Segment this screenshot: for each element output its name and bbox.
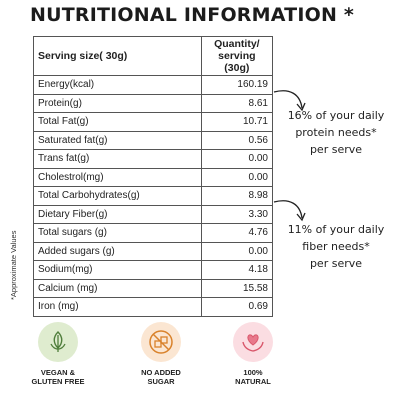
table-row: Total Carbohydrates(g) 8.98 xyxy=(33,186,274,206)
nutrient-label: Total sugars (g) xyxy=(33,223,202,243)
fiber-callout-line2: fiber needs* xyxy=(302,240,370,253)
sugar-badge-line2: SUGAR xyxy=(147,377,175,386)
natural-badge: 100% NATURAL xyxy=(213,322,293,386)
vegan-gluten-free-badge: VEGAN & GLUTEN FREE xyxy=(18,322,98,386)
nutrient-value: 4.76 xyxy=(200,223,274,243)
nutrient-label: Total Carbohydrates(g) xyxy=(33,186,202,206)
table-row: Calcium (mg) 15.58 xyxy=(33,278,274,298)
nutrient-value: 0.00 xyxy=(200,149,274,169)
nutrient-value: 0.00 xyxy=(200,167,274,187)
nutrient-value: 3.30 xyxy=(200,204,274,224)
nutrient-value: 160.19 xyxy=(200,75,274,95)
nutrient-label: Protein(g) xyxy=(33,93,202,113)
protein-callout: 16% of your daily protein needs* per ser… xyxy=(276,107,396,158)
table-row: Trans fat(g) 0.00 xyxy=(33,149,274,169)
quantity-header: Quantity/ serving (30g) xyxy=(200,36,274,76)
protein-callout-line1: 16% of your daily xyxy=(287,109,385,122)
table-row: Total Fat(g) 10.71 xyxy=(33,112,274,132)
nutrient-value: 0.00 xyxy=(200,241,274,261)
fiber-callout: 11% of your daily fiber needs* per serve xyxy=(276,221,396,272)
fiber-callout-line3: per serve xyxy=(309,257,363,270)
nutrient-value: 10.71 xyxy=(200,112,274,132)
table-row: Energy(kcal) 160.19 xyxy=(33,75,274,95)
nutrient-value: 0.69 xyxy=(200,297,274,317)
table-row: Cholestrol(mg) 0.00 xyxy=(33,167,274,187)
quantity-header-line1: Quantity/ xyxy=(214,38,260,50)
natural-badge-line2: NATURAL xyxy=(235,377,271,386)
nutrient-label: Trans fat(g) xyxy=(33,149,202,169)
protein-callout-line2: protein needs* xyxy=(295,126,377,139)
fiber-callout-line1: 11% of your daily xyxy=(287,223,385,236)
protein-callout-line3: per serve xyxy=(309,143,363,156)
protein-arrow-icon xyxy=(273,90,306,112)
nutrient-label: Total Fat(g) xyxy=(33,112,202,132)
nutrient-value: 8.98 xyxy=(200,186,274,206)
nutrient-label: Calcium (mg) xyxy=(33,278,202,298)
table-row: Added sugars (g) 0.00 xyxy=(33,241,274,261)
page-title: NUTRITIONAL INFORMATION * xyxy=(30,4,355,26)
vegan-leaf-icon xyxy=(38,322,78,362)
serving-size-header: Serving size( 30g) xyxy=(33,36,202,76)
nutrient-label: Sodium(mg) xyxy=(33,260,202,280)
heart-hands-icon xyxy=(233,322,273,362)
nutrient-label: Iron (mg) xyxy=(33,297,202,317)
vegan-badge-line1: VEGAN & xyxy=(40,368,76,377)
nutrient-value: 8.61 xyxy=(200,93,274,113)
table-row: Total sugars (g) 4.76 xyxy=(33,223,274,243)
table-row: Protein(g) 8.61 xyxy=(33,93,274,113)
table-header-row: Serving size( 30g) Quantity/ serving (30… xyxy=(33,36,274,76)
no-added-sugar-badge: NO ADDED SUGAR xyxy=(121,322,201,386)
nutrient-label: Cholestrol(mg) xyxy=(33,167,202,187)
approximate-values-note: *Approximate Values xyxy=(9,230,18,300)
natural-badge-line1: 100% xyxy=(243,368,263,377)
fiber-arrow-icon xyxy=(273,200,306,222)
nutrient-value: 4.18 xyxy=(200,260,274,280)
table-row: Iron (mg) 0.69 xyxy=(33,297,274,317)
nutrient-value: 0.56 xyxy=(200,130,274,150)
sugar-badge-line1: NO ADDED xyxy=(141,368,181,377)
table-row: Dietary Fiber(g) 3.30 xyxy=(33,204,274,224)
nutrient-label: Dietary Fiber(g) xyxy=(33,204,202,224)
quantity-header-line2: serving (30g) xyxy=(218,50,256,74)
nutrient-label: Saturated fat(g) xyxy=(33,130,202,150)
nutrient-value: 15.58 xyxy=(200,278,274,298)
nutrient-label: Added sugars (g) xyxy=(33,241,202,261)
vegan-badge-line2: GLUTEN FREE xyxy=(31,377,85,386)
nutrient-label: Energy(kcal) xyxy=(33,75,202,95)
table-row: Saturated fat(g) 0.56 xyxy=(33,130,274,150)
table-row: Sodium(mg) 4.18 xyxy=(33,260,274,280)
nutrition-table: Serving size( 30g) Quantity/ serving (30… xyxy=(33,36,274,317)
no-sugar-icon xyxy=(141,322,181,362)
